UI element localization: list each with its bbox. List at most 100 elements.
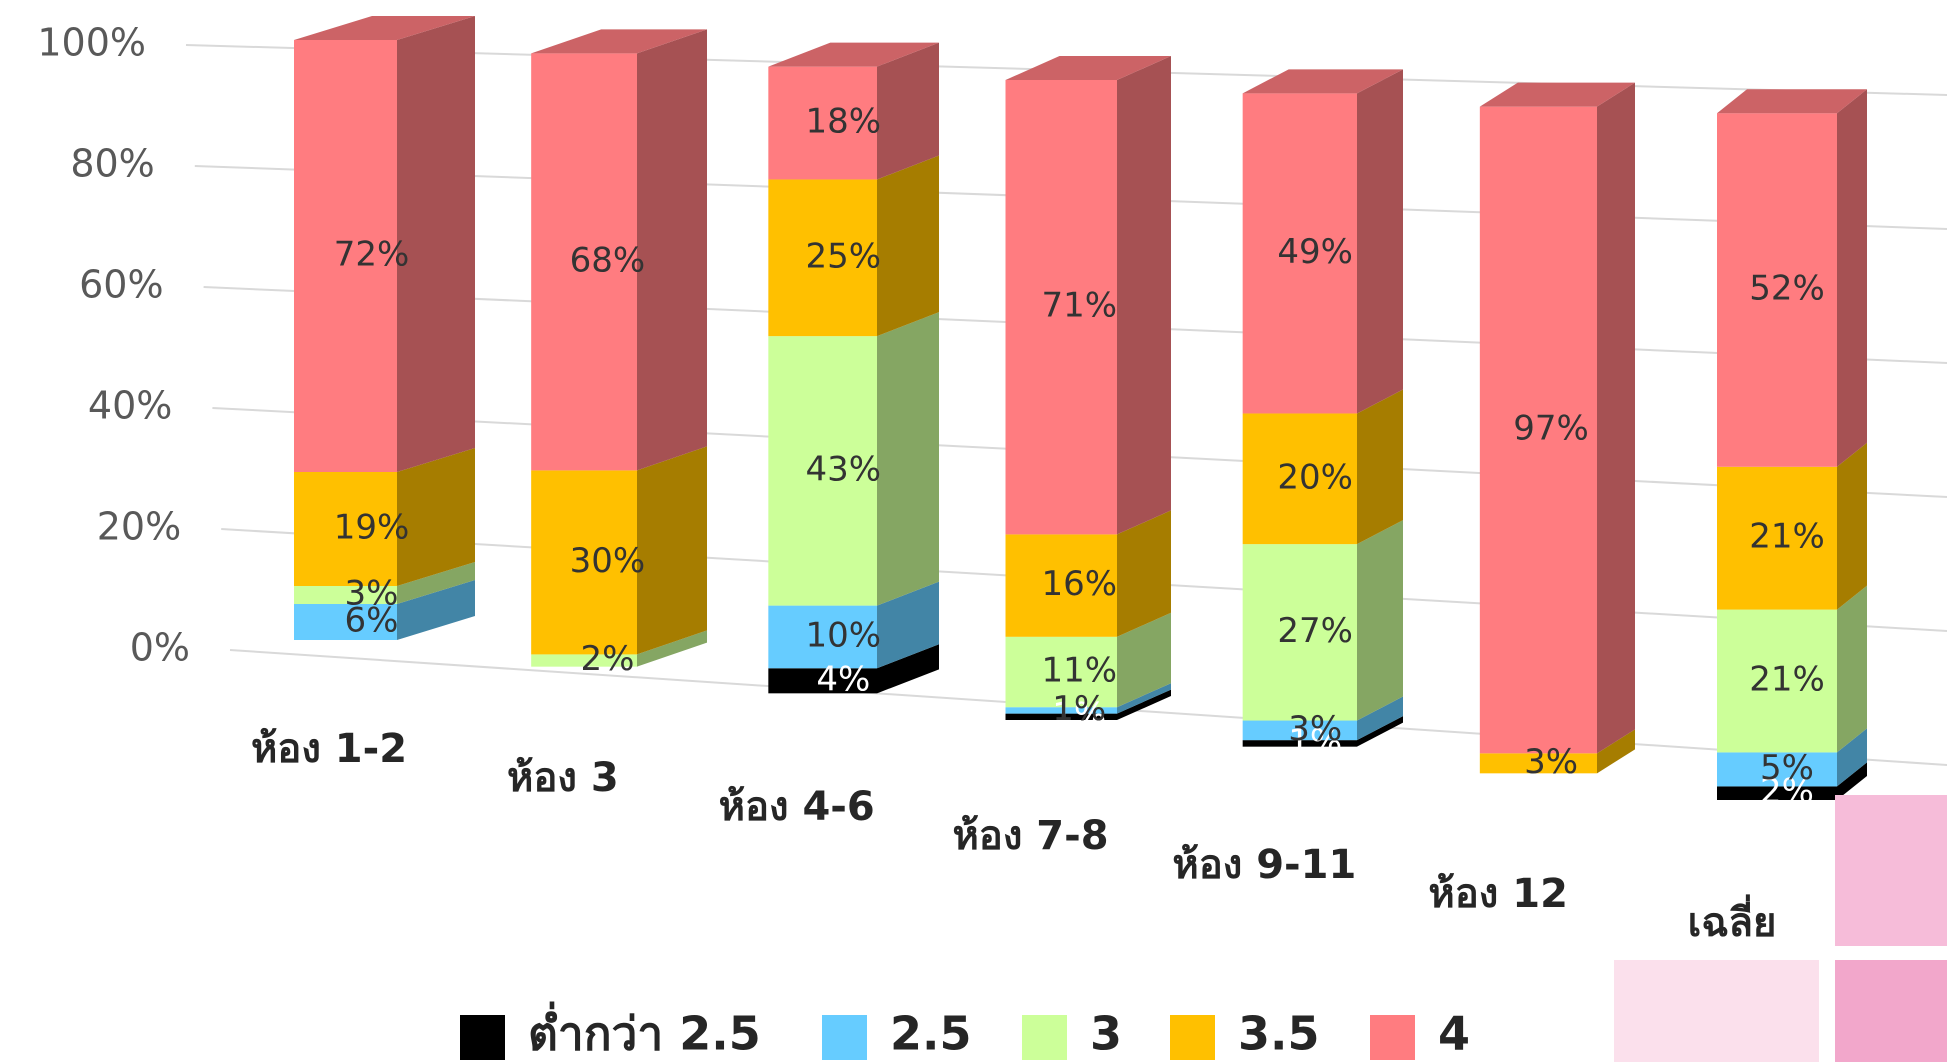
legend-label: ต่ำกว่า 2.5 [528, 1002, 761, 1061]
bar-top [531, 29, 707, 54]
bar-side [1117, 612, 1171, 708]
data-label: 27% [1277, 611, 1353, 651]
data-label: 6% [345, 601, 399, 641]
bar-side [1117, 683, 1171, 714]
bar-segment [1717, 786, 1837, 800]
legend-label: 3.5 [1238, 1007, 1320, 1061]
data-label: 21% [1749, 660, 1825, 700]
bar-segment [1717, 752, 1837, 787]
bar-side [397, 580, 475, 640]
data-label: 43% [806, 449, 882, 489]
bar-side [1837, 762, 1867, 800]
legend-label: 3 [1090, 1007, 1122, 1061]
legend-swatch [1370, 1015, 1415, 1060]
x-tick-label: ห้อง 12 [1428, 871, 1568, 917]
bar-segment [294, 604, 397, 640]
data-label: 30% [570, 541, 646, 581]
bar-side [1837, 89, 1867, 467]
legend-label: 4 [1438, 1007, 1470, 1061]
bar-top [768, 42, 939, 67]
bar-segment [294, 586, 397, 604]
bar-segment [1717, 609, 1837, 753]
bar-segment [1242, 544, 1357, 721]
bar-segment [1005, 713, 1117, 720]
bar-segment [768, 605, 877, 669]
bar-side [877, 581, 939, 669]
bar-side [1837, 728, 1867, 787]
bar-segment [1005, 636, 1117, 708]
data-label: 11% [1041, 651, 1117, 691]
bar-segment [1242, 93, 1357, 414]
legend-swatch [1022, 1015, 1067, 1060]
bar-side [637, 29, 707, 471]
bar-segment [531, 470, 637, 655]
bar-top [294, 16, 475, 40]
bar-segment [768, 66, 877, 180]
bar-segment [1242, 413, 1357, 545]
bar-side [637, 446, 707, 655]
y-tick-label: 20% [97, 505, 181, 549]
y-tick-label: 100% [37, 21, 146, 65]
bar-top [1005, 56, 1171, 80]
x-tick-label: ห้อง 3 [507, 755, 619, 801]
x-tick-label: ห้อง 7-8 [952, 813, 1108, 859]
bar-side [877, 312, 939, 606]
decoration [1835, 960, 1947, 1062]
bar-segment [1717, 466, 1837, 610]
bar-side [1357, 696, 1403, 741]
bar-segment [1005, 707, 1117, 714]
data-label: 1% [1052, 695, 1106, 735]
data-label: 1% [1052, 689, 1106, 729]
bar-side [1357, 520, 1403, 721]
data-label: 52% [1749, 269, 1825, 309]
data-label: 3% [1288, 709, 1342, 749]
y-tick-label: 40% [88, 384, 172, 428]
bar-segment [294, 472, 397, 586]
data-label: 97% [1513, 409, 1589, 449]
data-label: 21% [1749, 517, 1825, 557]
bar-segment [1479, 106, 1597, 754]
bar-top [1242, 69, 1403, 94]
legend-swatch [822, 1015, 867, 1060]
bar-side [1117, 56, 1171, 535]
data-label: 18% [806, 102, 882, 142]
data-label: 3% [1524, 742, 1578, 782]
bar-side [1117, 510, 1171, 637]
bar-segment [768, 336, 877, 606]
bar-segment [531, 53, 637, 471]
data-label: 19% [334, 508, 410, 548]
legend-swatch [460, 1015, 505, 1060]
legend-label: 2.5 [890, 1007, 972, 1061]
bar-segment [768, 668, 877, 694]
bar-side [877, 42, 939, 180]
bar-segment [294, 40, 397, 472]
data-label: 5% [1760, 748, 1814, 788]
data-label: 25% [806, 236, 882, 276]
bar-top [1479, 82, 1635, 107]
bar-segment [1005, 534, 1117, 637]
bar-side [877, 155, 939, 337]
data-label: 71% [1041, 286, 1117, 326]
decoration [1614, 960, 1819, 1062]
data-label: 16% [1041, 564, 1117, 604]
x-tick-label: ห้อง 1-2 [251, 726, 407, 772]
bar-side [877, 644, 939, 694]
bar-side [1837, 442, 1867, 610]
bar-segment [1242, 740, 1357, 747]
bar-side [1597, 82, 1635, 754]
y-tick-label: 0% [130, 626, 190, 670]
bar-side [397, 562, 475, 604]
bar-side [637, 630, 707, 667]
data-label: 72% [334, 235, 410, 275]
x-tick-label: ห้อง 9-11 [1172, 842, 1356, 888]
bar-side [1357, 389, 1403, 545]
data-label: 49% [1277, 232, 1353, 272]
data-label: 68% [570, 240, 646, 280]
legend-swatch [1170, 1015, 1215, 1060]
data-label: 4% [816, 659, 870, 699]
y-tick-label: 80% [70, 142, 154, 186]
x-tick-label: ห้อง 4-6 [719, 784, 875, 830]
data-label: 3% [345, 574, 399, 614]
bar-segment [1005, 80, 1117, 535]
